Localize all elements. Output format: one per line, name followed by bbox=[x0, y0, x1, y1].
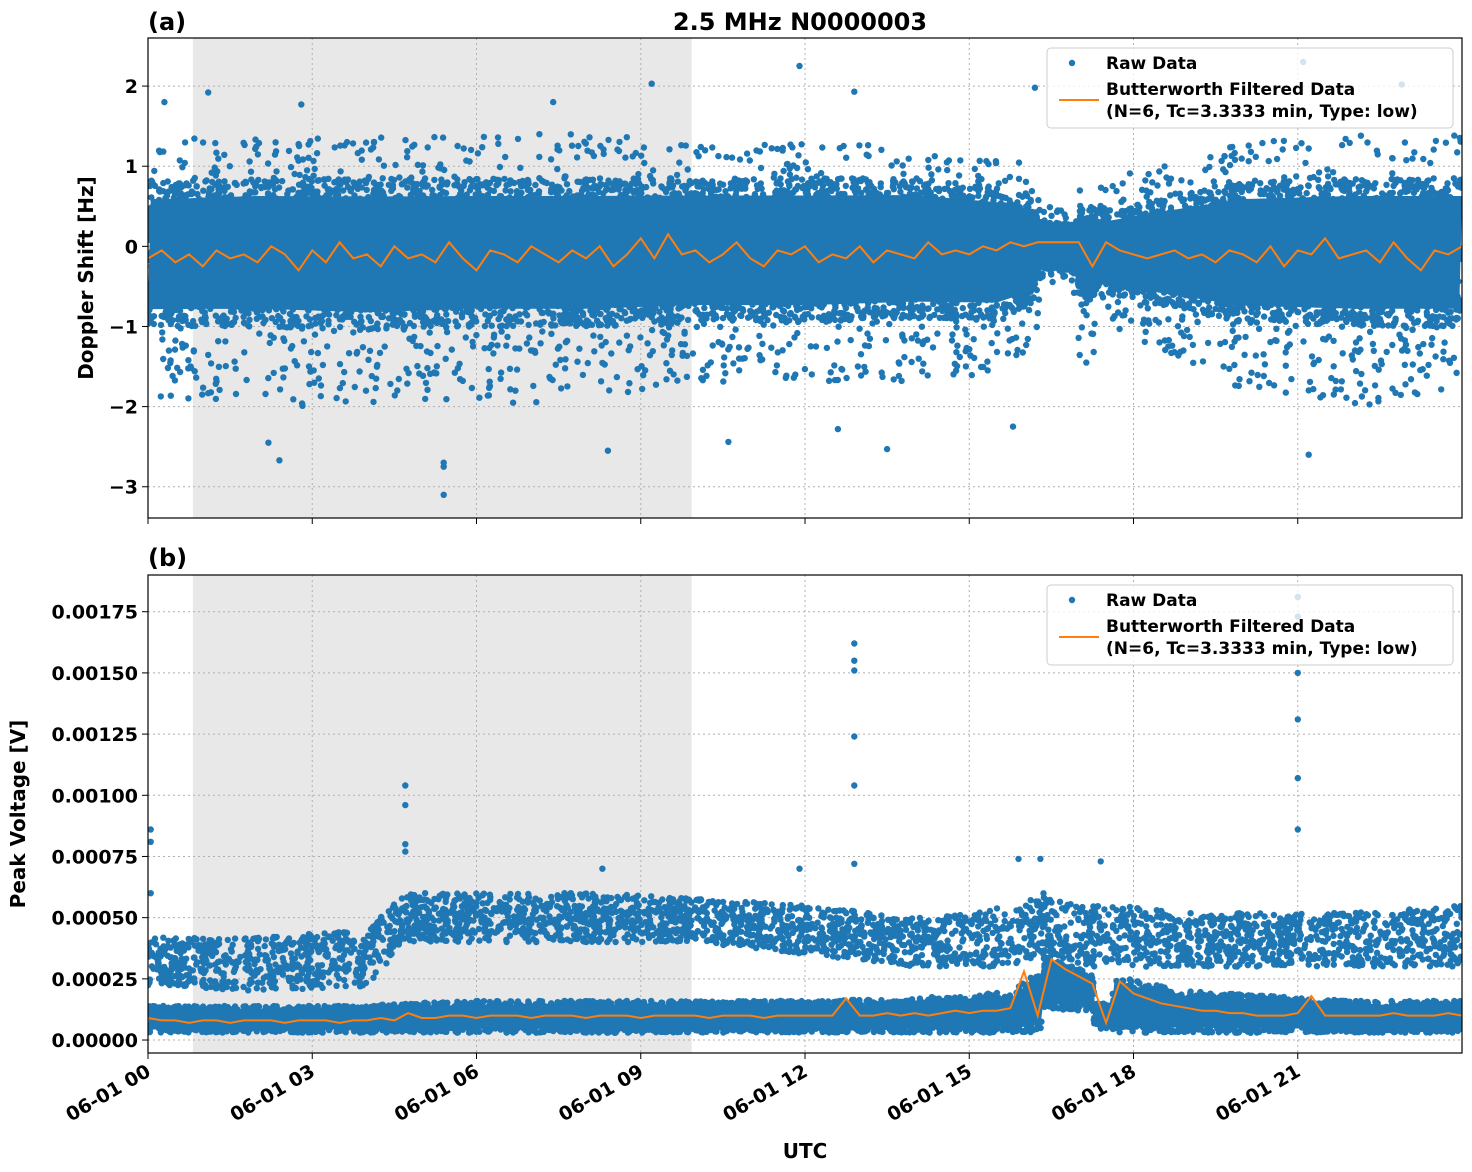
raw-data-point bbox=[935, 185, 943, 192]
raw-data-point bbox=[1221, 188, 1228, 195]
raw-data-point bbox=[1414, 307, 1421, 314]
raw-data-point bbox=[203, 177, 210, 184]
raw-data-point bbox=[401, 311, 408, 318]
raw-data-point bbox=[1215, 312, 1223, 319]
raw-data-point bbox=[684, 316, 692, 324]
raw-data-point bbox=[798, 176, 806, 183]
raw-data-point bbox=[701, 304, 708, 312]
raw-data-point bbox=[336, 323, 344, 331]
raw-data-point bbox=[1197, 188, 1204, 196]
raw-data-point bbox=[1332, 310, 1340, 317]
raw-data-point bbox=[928, 177, 936, 184]
raw-data-point bbox=[279, 177, 286, 185]
raw-data-point bbox=[926, 314, 933, 322]
raw-data-point bbox=[674, 178, 682, 185]
raw-data-point bbox=[363, 186, 370, 194]
raw-data-point bbox=[1149, 207, 1156, 215]
raw-data-point bbox=[224, 183, 231, 190]
raw-data-point bbox=[188, 190, 195, 198]
raw-data-point bbox=[945, 180, 952, 187]
raw-data-point bbox=[952, 180, 959, 187]
raw-data-point bbox=[808, 175, 815, 182]
raw-data-point bbox=[1121, 291, 1129, 298]
raw-data-point bbox=[1430, 175, 1437, 182]
raw-data-point bbox=[1267, 191, 1275, 198]
raw-data-point bbox=[563, 181, 571, 188]
raw-data-point bbox=[501, 175, 508, 183]
raw-data-point bbox=[516, 311, 523, 318]
raw-data-point bbox=[548, 181, 556, 188]
raw-data-point bbox=[467, 183, 475, 190]
raw-data-point bbox=[200, 187, 207, 194]
raw-data-point bbox=[1022, 203, 1030, 210]
raw-data-point bbox=[488, 322, 495, 329]
raw-data-point bbox=[962, 311, 969, 318]
raw-data-point bbox=[1410, 189, 1418, 196]
raw-data-point bbox=[1254, 305, 1261, 312]
raw-data-point bbox=[1002, 309, 1009, 317]
raw-data-point bbox=[1267, 316, 1275, 323]
raw-data-point bbox=[984, 307, 991, 314]
raw-data-point bbox=[1116, 292, 1123, 299]
raw-data-point bbox=[930, 300, 937, 308]
raw-data-point bbox=[1423, 309, 1431, 316]
raw-data-point bbox=[773, 187, 780, 194]
raw-data-point bbox=[358, 184, 365, 191]
raw-data-point bbox=[639, 185, 646, 192]
raw-data-point bbox=[1303, 189, 1310, 197]
raw-data-point bbox=[626, 316, 633, 323]
raw-data-point bbox=[858, 189, 865, 197]
raw-data-point bbox=[890, 176, 897, 183]
raw-data-point bbox=[1305, 182, 1312, 190]
raw-data-point bbox=[192, 322, 199, 330]
raw-data-point bbox=[404, 184, 411, 191]
raw-data-point bbox=[966, 185, 974, 192]
raw-data-point bbox=[388, 187, 395, 195]
raw-data-point bbox=[1295, 309, 1302, 316]
raw-data-point bbox=[1021, 301, 1029, 308]
raw-data-point bbox=[512, 316, 519, 323]
raw-data-point bbox=[1254, 309, 1261, 317]
raw-data-point bbox=[596, 175, 604, 182]
raw-data-point bbox=[379, 175, 386, 182]
raw-data-point bbox=[951, 306, 958, 313]
raw-data-point bbox=[1303, 314, 1310, 321]
raw-data-point bbox=[260, 319, 267, 327]
raw-data-point bbox=[532, 181, 539, 189]
raw-data-point bbox=[362, 179, 370, 187]
raw-data-point bbox=[1444, 180, 1451, 187]
raw-data-point bbox=[605, 177, 612, 184]
raw-data-point bbox=[1145, 203, 1152, 210]
raw-data-point bbox=[443, 311, 450, 318]
raw-data-point bbox=[487, 187, 494, 194]
raw-data-point bbox=[340, 187, 347, 194]
raw-data-point bbox=[429, 186, 436, 194]
raw-data-point bbox=[897, 188, 904, 195]
raw-data-point bbox=[423, 183, 430, 190]
raw-data-point bbox=[1215, 188, 1222, 196]
raw-data-point bbox=[194, 190, 201, 198]
raw-data-point bbox=[1260, 313, 1268, 320]
raw-data-point bbox=[502, 187, 509, 194]
raw-data-point bbox=[1424, 177, 1431, 185]
raw-data-point bbox=[221, 178, 228, 185]
raw-data-point bbox=[356, 178, 363, 185]
raw-data-point bbox=[838, 175, 845, 182]
raw-data-point bbox=[610, 181, 618, 188]
raw-data-point bbox=[517, 318, 525, 325]
raw-data-point bbox=[431, 176, 438, 184]
raw-data-point bbox=[1109, 291, 1116, 298]
raw-data-point bbox=[246, 316, 253, 323]
